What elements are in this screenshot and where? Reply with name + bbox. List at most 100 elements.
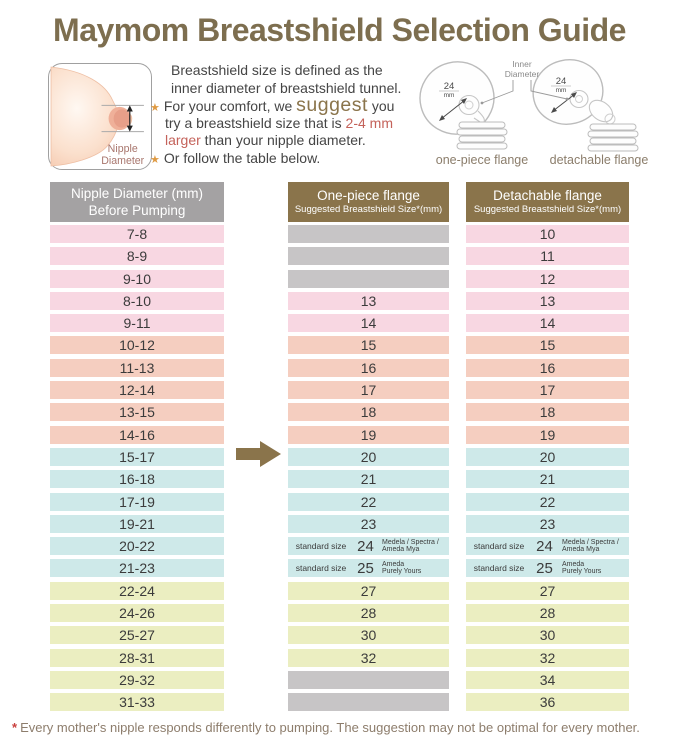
nipple-range-cell: 17-19 <box>50 492 224 511</box>
nipple-range-cell: 13-15 <box>50 403 224 422</box>
footnote: * Every mother's nipple responds differen… <box>12 720 672 735</box>
info-line: ★ Or follow the table below. <box>150 150 430 168</box>
nipple-label-line1: Nipple <box>108 143 138 155</box>
brand-names: Ameda Purely Yours <box>382 561 444 576</box>
size-cell: 32 <box>288 648 449 667</box>
brand-line: Purely Yours <box>382 568 422 576</box>
size-cell: 16 <box>466 358 629 377</box>
info-text-segment: larger <box>165 132 201 149</box>
size-value: 24 <box>357 537 374 555</box>
empty-cell <box>288 269 449 288</box>
size-cell: 22 <box>288 492 449 511</box>
standard-size-label: standard size <box>295 563 347 574</box>
size-cell: 17 <box>288 381 449 400</box>
header-line: Nipple Diameter (mm) <box>70 186 204 201</box>
nipple-range-cell: 15-17 <box>50 447 224 466</box>
arrow-right-icon <box>236 441 281 467</box>
size-cell: 27 <box>466 581 629 600</box>
standard-size-cell: standard size 25 Ameda Purely Yours <box>288 559 449 578</box>
standard-size-cell: standard size 25 Ameda Purely Yours <box>466 559 629 578</box>
column-header-nipple-diameter: Nipple Diameter (mm) Before Pumping <box>50 182 224 222</box>
detachable-size-unit: mm <box>556 87 567 94</box>
size-cell: 32 <box>466 648 629 667</box>
size-cell: 34 <box>466 670 629 689</box>
size-cell: 27 <box>288 581 449 600</box>
one-piece-size-value: 24 <box>444 81 455 92</box>
nipple-diameter-illustration: Nipple Diameter <box>48 63 152 170</box>
info-text-segment: suggest <box>296 94 368 117</box>
header-line: One-piece flange <box>317 188 420 203</box>
nipple-range-cell: 7-8 <box>50 225 224 243</box>
info-text: Breastshield size is defined as the inner… <box>150 62 430 168</box>
info-text-segment: For your comfort, we <box>163 98 297 115</box>
size-cell: 19 <box>288 425 449 444</box>
size-cell: 11 <box>466 247 629 266</box>
standard-size-cell: standard size 24 Medela / Spectra / Ameda M… <box>288 537 449 556</box>
one-piece-size-unit: mm <box>444 92 455 99</box>
info-text-segment: you <box>367 98 395 115</box>
standard-size-label: standard size <box>473 563 525 574</box>
standard-size-label: standard size <box>295 541 347 552</box>
brand-names: Ameda Purely Yours <box>562 561 624 576</box>
size-value: 25 <box>536 559 553 577</box>
one-piece-flange-label: one-piece flange <box>435 153 529 167</box>
size-value: 24 <box>536 537 553 555</box>
column-one-piece-flange: One-piece flange Suggested Breastshield … <box>288 182 449 716</box>
info-text-segment: Breastshield size is defined as the <box>171 62 383 78</box>
rows-one-piece: 13 14 15 16 17 18 19 20 21 22 23 standard size 24 Med… <box>288 225 449 712</box>
size-cell: 10 <box>466 225 629 243</box>
column-nipple-diameter: Nipple Diameter (mm) Before Pumping 7-8 8… <box>50 182 224 716</box>
footnote-asterisk: * <box>12 720 18 735</box>
header-subline: Suggested Breastshield Size*(mm) <box>473 204 622 215</box>
size-value: 25 <box>357 559 374 577</box>
size-cell: 23 <box>288 514 449 533</box>
nipple-range-cell: 8-10 <box>50 291 224 310</box>
nipple-range-cell: 10-12 <box>50 336 224 355</box>
size-cell: 23 <box>466 514 629 533</box>
info-line: larger than your nipple diameter. <box>150 132 430 150</box>
info-line: try a breastshield size that is 2-4 mm <box>150 115 430 133</box>
size-cell: 28 <box>288 604 449 623</box>
size-cell: 28 <box>466 604 629 623</box>
size-cell: 15 <box>288 336 449 355</box>
column-detachable-flange: Detachable flange Suggested Breastshield… <box>466 182 629 716</box>
inner-diameter-label-line2: Diameter <box>505 69 540 79</box>
nipple-range-cell: 21-23 <box>50 559 224 578</box>
brand-line: Medela / Spectra / <box>382 538 439 546</box>
detachable-size-value: 24 <box>556 76 567 87</box>
nipple-range-cell: 16-18 <box>50 470 224 489</box>
header-subline: Suggested Breastshield Size*(mm) <box>294 204 443 215</box>
nipple-range-cell: 22-24 <box>50 581 224 600</box>
rows-detachable: 10 11 12 13 14 15 16 17 18 19 20 21 22 23 standard siz… <box>466 225 629 712</box>
size-cell: 12 <box>466 269 629 288</box>
nipple-range-cell: 24-26 <box>50 604 224 623</box>
empty-cell <box>288 670 449 689</box>
size-cell: 20 <box>288 447 449 466</box>
size-cell: 19 <box>466 425 629 444</box>
size-cell: 20 <box>466 447 629 466</box>
size-cell: 30 <box>466 626 629 645</box>
info-line: Breastshield size is defined as the <box>150 62 430 80</box>
nipple-range-cell: 9-11 <box>50 314 224 333</box>
nipple-range-cell: 14-16 <box>50 425 224 444</box>
size-cell: 21 <box>288 470 449 489</box>
nipple-range-cell: 31-33 <box>50 693 224 712</box>
size-cell: 22 <box>466 492 629 511</box>
nipple-range-cell: 11-13 <box>50 358 224 377</box>
size-cell: 21 <box>466 470 629 489</box>
size-cell: 15 <box>466 336 629 355</box>
nipple-range-cell: 20-22 <box>50 537 224 556</box>
flange-illustrations: 24 mm 24 mm <box>419 59 639 152</box>
nipple-range-cell: 19-21 <box>50 514 224 533</box>
info-text-segment: inner diameter of breastshield tunnel. <box>171 79 402 96</box>
size-cell: 14 <box>288 314 449 333</box>
empty-cell <box>288 225 449 243</box>
star-bullet-icon: ★ <box>150 153 160 166</box>
info-text-segment: than your nipple diameter. <box>200 132 366 149</box>
detachable-flange-label: detachable flange <box>549 153 649 167</box>
nipple-range-cell: 9-10 <box>50 269 224 288</box>
size-cell: 14 <box>466 314 629 333</box>
standard-size-label: standard size <box>473 541 525 552</box>
info-line: inner diameter of breastshield tunnel. <box>150 80 430 98</box>
